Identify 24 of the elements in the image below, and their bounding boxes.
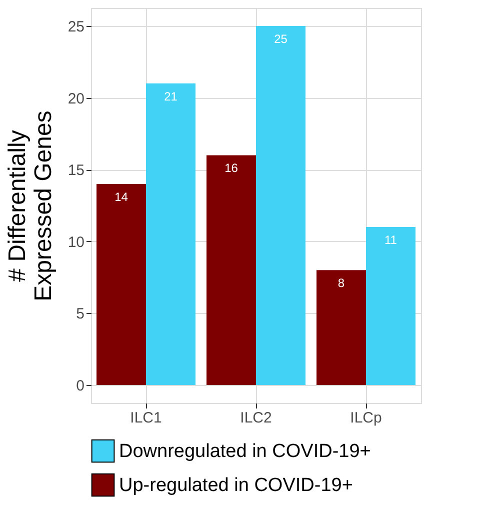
bar (206, 155, 256, 386)
y-tick-label: 10 (68, 234, 84, 251)
legend-label: Downregulated in COVID-19+ (119, 441, 371, 462)
x-tick-label: ILC1 (130, 410, 162, 426)
legend-label: Up-regulated in COVID-19+ (119, 475, 353, 496)
bar (316, 270, 366, 386)
y-tick-label: 5 (76, 306, 84, 323)
y-tick-label: 15 (68, 162, 84, 180)
bar (366, 227, 416, 386)
y-axis-title: # Differentially Expressed Genes (4, 110, 57, 302)
bar (96, 184, 146, 386)
data-label: 21 (164, 89, 178, 104)
bar (256, 26, 306, 386)
data-label: 25 (274, 32, 288, 46)
y-tick-label: 20 (68, 90, 84, 108)
y-tick-label: 25 (68, 18, 84, 36)
data-label: 11 (384, 233, 398, 248)
data-label: 16 (224, 161, 238, 176)
y-tick-label: 0 (76, 378, 84, 395)
data-label: 8 (338, 276, 345, 290)
x-tick-label: ILC2 (240, 410, 272, 426)
data-label: 14 (114, 190, 128, 204)
x-tick-label: ILCp (350, 410, 382, 426)
bar (146, 83, 196, 386)
